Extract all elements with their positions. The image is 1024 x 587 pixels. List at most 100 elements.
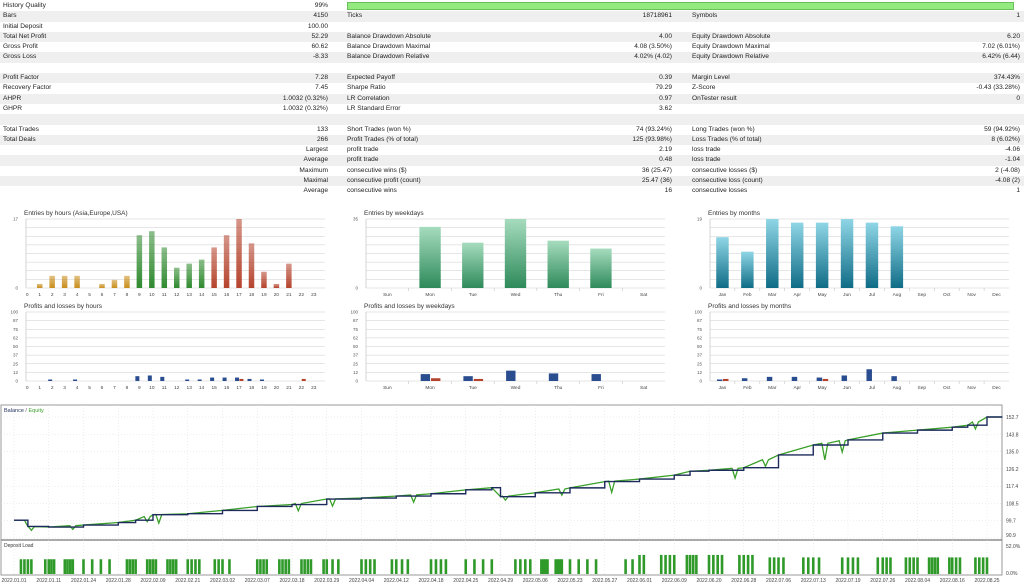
stats-col3-label: Equity Drawdown Absolute	[692, 32, 771, 40]
y-tick-label: 12	[353, 370, 359, 375]
entries-bar	[504, 219, 527, 288]
x-tick-label: Nov	[967, 292, 976, 298]
y-tick-label: 117.4	[1006, 484, 1018, 490]
legend-balance: Balance	[4, 408, 24, 414]
y-tick-label: 0	[699, 379, 702, 384]
deposit-load-bar	[228, 559, 231, 574]
deposit-load-bar	[400, 559, 404, 574]
stats-col2-value: 0.39	[659, 74, 672, 82]
deposit-load-bar	[889, 557, 892, 574]
date-tick-label: 2022.03.18	[279, 578, 304, 584]
entries-bar	[716, 237, 729, 288]
stats-row: Total Net Profit 52.29 Balance Drawdown Ab…	[0, 31, 1024, 43]
stats-col2-label: profit trade	[347, 146, 379, 154]
y-tick-label: 135.0	[1006, 450, 1019, 456]
y-tick-label: 152.7	[1006, 415, 1019, 421]
deposit-load-bar	[954, 557, 958, 574]
x-tick-label: Mon	[425, 385, 435, 391]
y-tick-label: 108.5	[1006, 501, 1019, 507]
x-tick-label: Thu	[554, 385, 563, 391]
stats-row: Maximum consecutive wins ($) 36 (25.47) con…	[0, 166, 1024, 176]
deposit-load-bar	[577, 559, 580, 574]
deposit-load-bar	[166, 559, 169, 574]
x-tick-label: 10	[149, 385, 155, 391]
deposit-load-bar	[306, 559, 310, 574]
y-tick-label: 75	[13, 327, 19, 332]
profit-bar	[185, 379, 190, 381]
date-tick-label: 2022.04.04	[349, 578, 374, 584]
entries-bar	[815, 222, 829, 288]
y-tick-label: 87	[697, 318, 703, 323]
stats-col3-value: -0.43 (33.28%)	[976, 84, 1020, 92]
profit-bar	[247, 378, 252, 381]
stats-col3-label: consecutive losses ($)	[692, 166, 758, 174]
x-tick-label: 21	[286, 292, 292, 298]
entries-bar	[840, 219, 854, 288]
deposit-load-bar	[52, 559, 56, 574]
deposit-load-bar	[198, 559, 201, 574]
deposit-load-bar	[217, 559, 220, 574]
x-tick-label: Dec	[992, 292, 1001, 298]
stats-col1-value: Maximal	[303, 177, 328, 185]
deposit-load-bar	[624, 559, 627, 574]
deposit-load-bar	[930, 557, 934, 574]
y-tick-label: 87	[353, 318, 359, 323]
x-tick-label: Mon	[425, 292, 435, 298]
entries-bar	[223, 235, 230, 288]
stats-col1-value: 1.0032 (0.32%)	[282, 94, 328, 102]
x-tick-label: 18	[249, 292, 255, 298]
deposit-load-bar	[742, 554, 746, 574]
x-tick-label: 19	[261, 292, 267, 298]
stats-col2-value: 36 (25.47)	[641, 166, 672, 174]
y-tick-label: 25	[353, 361, 359, 366]
history-quality-label: History Quality	[3, 2, 46, 9]
deposit-load-bar	[364, 559, 368, 574]
stats-col3-label: loss trade	[692, 146, 721, 154]
deposit-load-bar	[99, 559, 103, 574]
y-tick-label: 37	[697, 353, 703, 358]
deposit-load-bar	[631, 559, 634, 574]
deposit-load-bar	[912, 557, 915, 574]
stats-row: Gross Profit 60.62 Balance Drawdown Maxima…	[0, 42, 1024, 52]
profit-bar	[548, 373, 559, 381]
date-tick-label: 2022.06.20	[696, 578, 721, 584]
deposit-load-bar	[691, 554, 695, 574]
entries-bar	[211, 247, 217, 288]
deposit-load-bar	[394, 559, 398, 574]
history-quality-bar	[347, 2, 1015, 10]
y-tick-label: 62	[13, 335, 19, 340]
x-tick-label: Wed	[511, 385, 521, 391]
y-tick-label: 0	[15, 286, 18, 291]
deposit-load-bar	[255, 559, 259, 574]
deposit-load-bar	[544, 559, 547, 574]
x-tick-label: Tue	[469, 385, 477, 391]
profit-bar	[222, 377, 227, 381]
stats-col1-label: Profit Factor	[3, 74, 39, 82]
stats-col1-value: 7.45	[315, 84, 328, 92]
x-tick-label: Sat	[640, 292, 648, 298]
stats-row: Maximal consecutive profit (count) 25.47 (…	[0, 176, 1024, 187]
x-tick-label: 0	[26, 292, 29, 298]
deposit-load-bar	[19, 559, 23, 574]
x-tick-label: Mar	[768, 292, 777, 298]
x-tick-label: Oct	[943, 385, 951, 391]
chart-title: Profits and losses by hours	[24, 303, 103, 310]
stats-col1-label: Total Net Profit	[3, 32, 47, 40]
y-tick-label: 75	[697, 327, 703, 332]
profits-losses-by-weekdays-chart: Profits and losses by weekdays 100 87 75 62 5…	[350, 303, 665, 391]
deposit-load-bar	[169, 559, 172, 574]
stats-col3-value: -4.08 (2)	[995, 177, 1020, 185]
stats-col2-value: 18718961	[642, 12, 672, 20]
statistics-table: History Quality 99% Bars 4150 Ticks 1871896…	[0, 1, 1024, 197]
stats-col2-label: Ticks	[347, 12, 363, 20]
deposit-load-bar	[171, 559, 175, 574]
date-tick-label: 2022.03.29	[314, 578, 339, 584]
profit-bar	[420, 374, 431, 381]
stats-col1-value: Maximum	[299, 166, 328, 174]
x-tick-label: Jan	[719, 292, 727, 298]
profit-bar	[866, 369, 872, 381]
stats-col1-label: Bars	[3, 12, 17, 20]
entries-bar	[74, 275, 80, 288]
x-tick-label: 23	[311, 385, 317, 391]
stats-col1-value: 1.0032 (0.32%)	[282, 104, 328, 112]
